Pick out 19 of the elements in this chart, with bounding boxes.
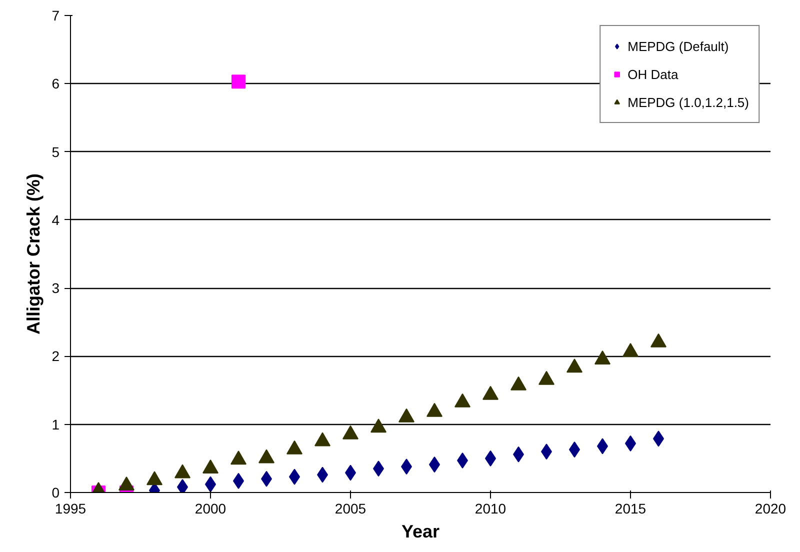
x-tick-label: 2000 [194, 500, 226, 516]
x-tick-label: 1995 [54, 500, 86, 516]
y-axis-title: Alligator Crack (%) [24, 173, 44, 335]
x-tick-label: 2020 [754, 500, 786, 516]
legend-label: MEPDG (1.0,1.2,1.5) [628, 94, 749, 110]
x-axis-title: Year [401, 522, 440, 542]
y-tick-label: 4 [52, 212, 60, 228]
y-tick-label: 6 [52, 76, 60, 92]
y-tick-label: 0 [52, 484, 60, 500]
x-tick-label: 2005 [334, 500, 366, 516]
x-tick-label: 2015 [614, 500, 646, 516]
legend-label: MEPDG (Default) [628, 38, 729, 54]
y-tick-label: 3 [52, 280, 60, 296]
x-tick-label: 2010 [474, 500, 506, 516]
y-tick-label: 7 [52, 8, 60, 24]
y-tick-label: 2 [52, 348, 60, 364]
y-tick-label: 1 [52, 416, 60, 432]
y-tick-label: 5 [52, 144, 60, 160]
legend-label: OH Data [628, 66, 678, 82]
